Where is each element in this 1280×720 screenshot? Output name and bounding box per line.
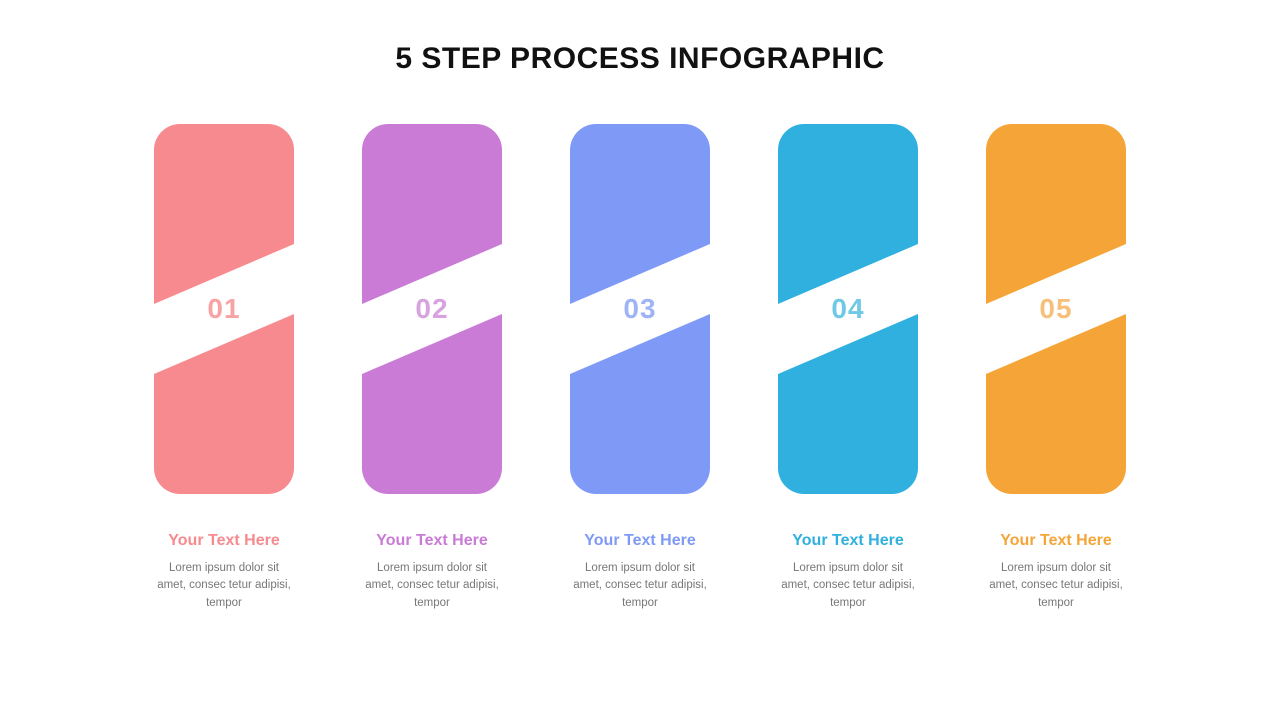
step-description: Lorem ipsum dolor sit amet, consec tetur…	[986, 560, 1126, 612]
step-pill: 01	[154, 124, 294, 494]
step-description: Lorem ipsum dolor sit amet, consec tetur…	[570, 560, 710, 612]
step-description: Lorem ipsum dolor sit amet, consec tetur…	[362, 560, 502, 612]
step-number: 02	[415, 293, 448, 325]
step-heading: Your Text Here	[376, 532, 487, 550]
step-number: 01	[207, 293, 240, 325]
step-2: 02 Your Text Here Lorem ipsum dolor sit am…	[362, 124, 502, 612]
step-number: 04	[831, 293, 864, 325]
step-heading: Your Text Here	[792, 532, 903, 550]
step-3: 03 Your Text Here Lorem ipsum dolor sit am…	[570, 124, 710, 612]
step-number: 05	[1039, 293, 1072, 325]
step-number: 03	[623, 293, 656, 325]
step-description: Lorem ipsum dolor sit amet, consec tetur…	[154, 560, 294, 612]
steps-container: 01 Your Text Here Lorem ipsum dolor sit am…	[154, 124, 1126, 612]
step-1: 01 Your Text Here Lorem ipsum dolor sit am…	[154, 124, 294, 612]
step-pill: 02	[362, 124, 502, 494]
step-5: 05 Your Text Here Lorem ipsum dolor sit am…	[986, 124, 1126, 612]
step-pill: 05	[986, 124, 1126, 494]
step-description: Lorem ipsum dolor sit amet, consec tetur…	[778, 560, 918, 612]
step-heading: Your Text Here	[168, 532, 279, 550]
step-4: 04 Your Text Here Lorem ipsum dolor sit am…	[778, 124, 918, 612]
step-pill: 04	[778, 124, 918, 494]
step-heading: Your Text Here	[584, 532, 695, 550]
page-title: 5 STEP PROCESS INFOGRAPHIC	[395, 42, 884, 76]
step-pill: 03	[570, 124, 710, 494]
step-heading: Your Text Here	[1000, 532, 1111, 550]
